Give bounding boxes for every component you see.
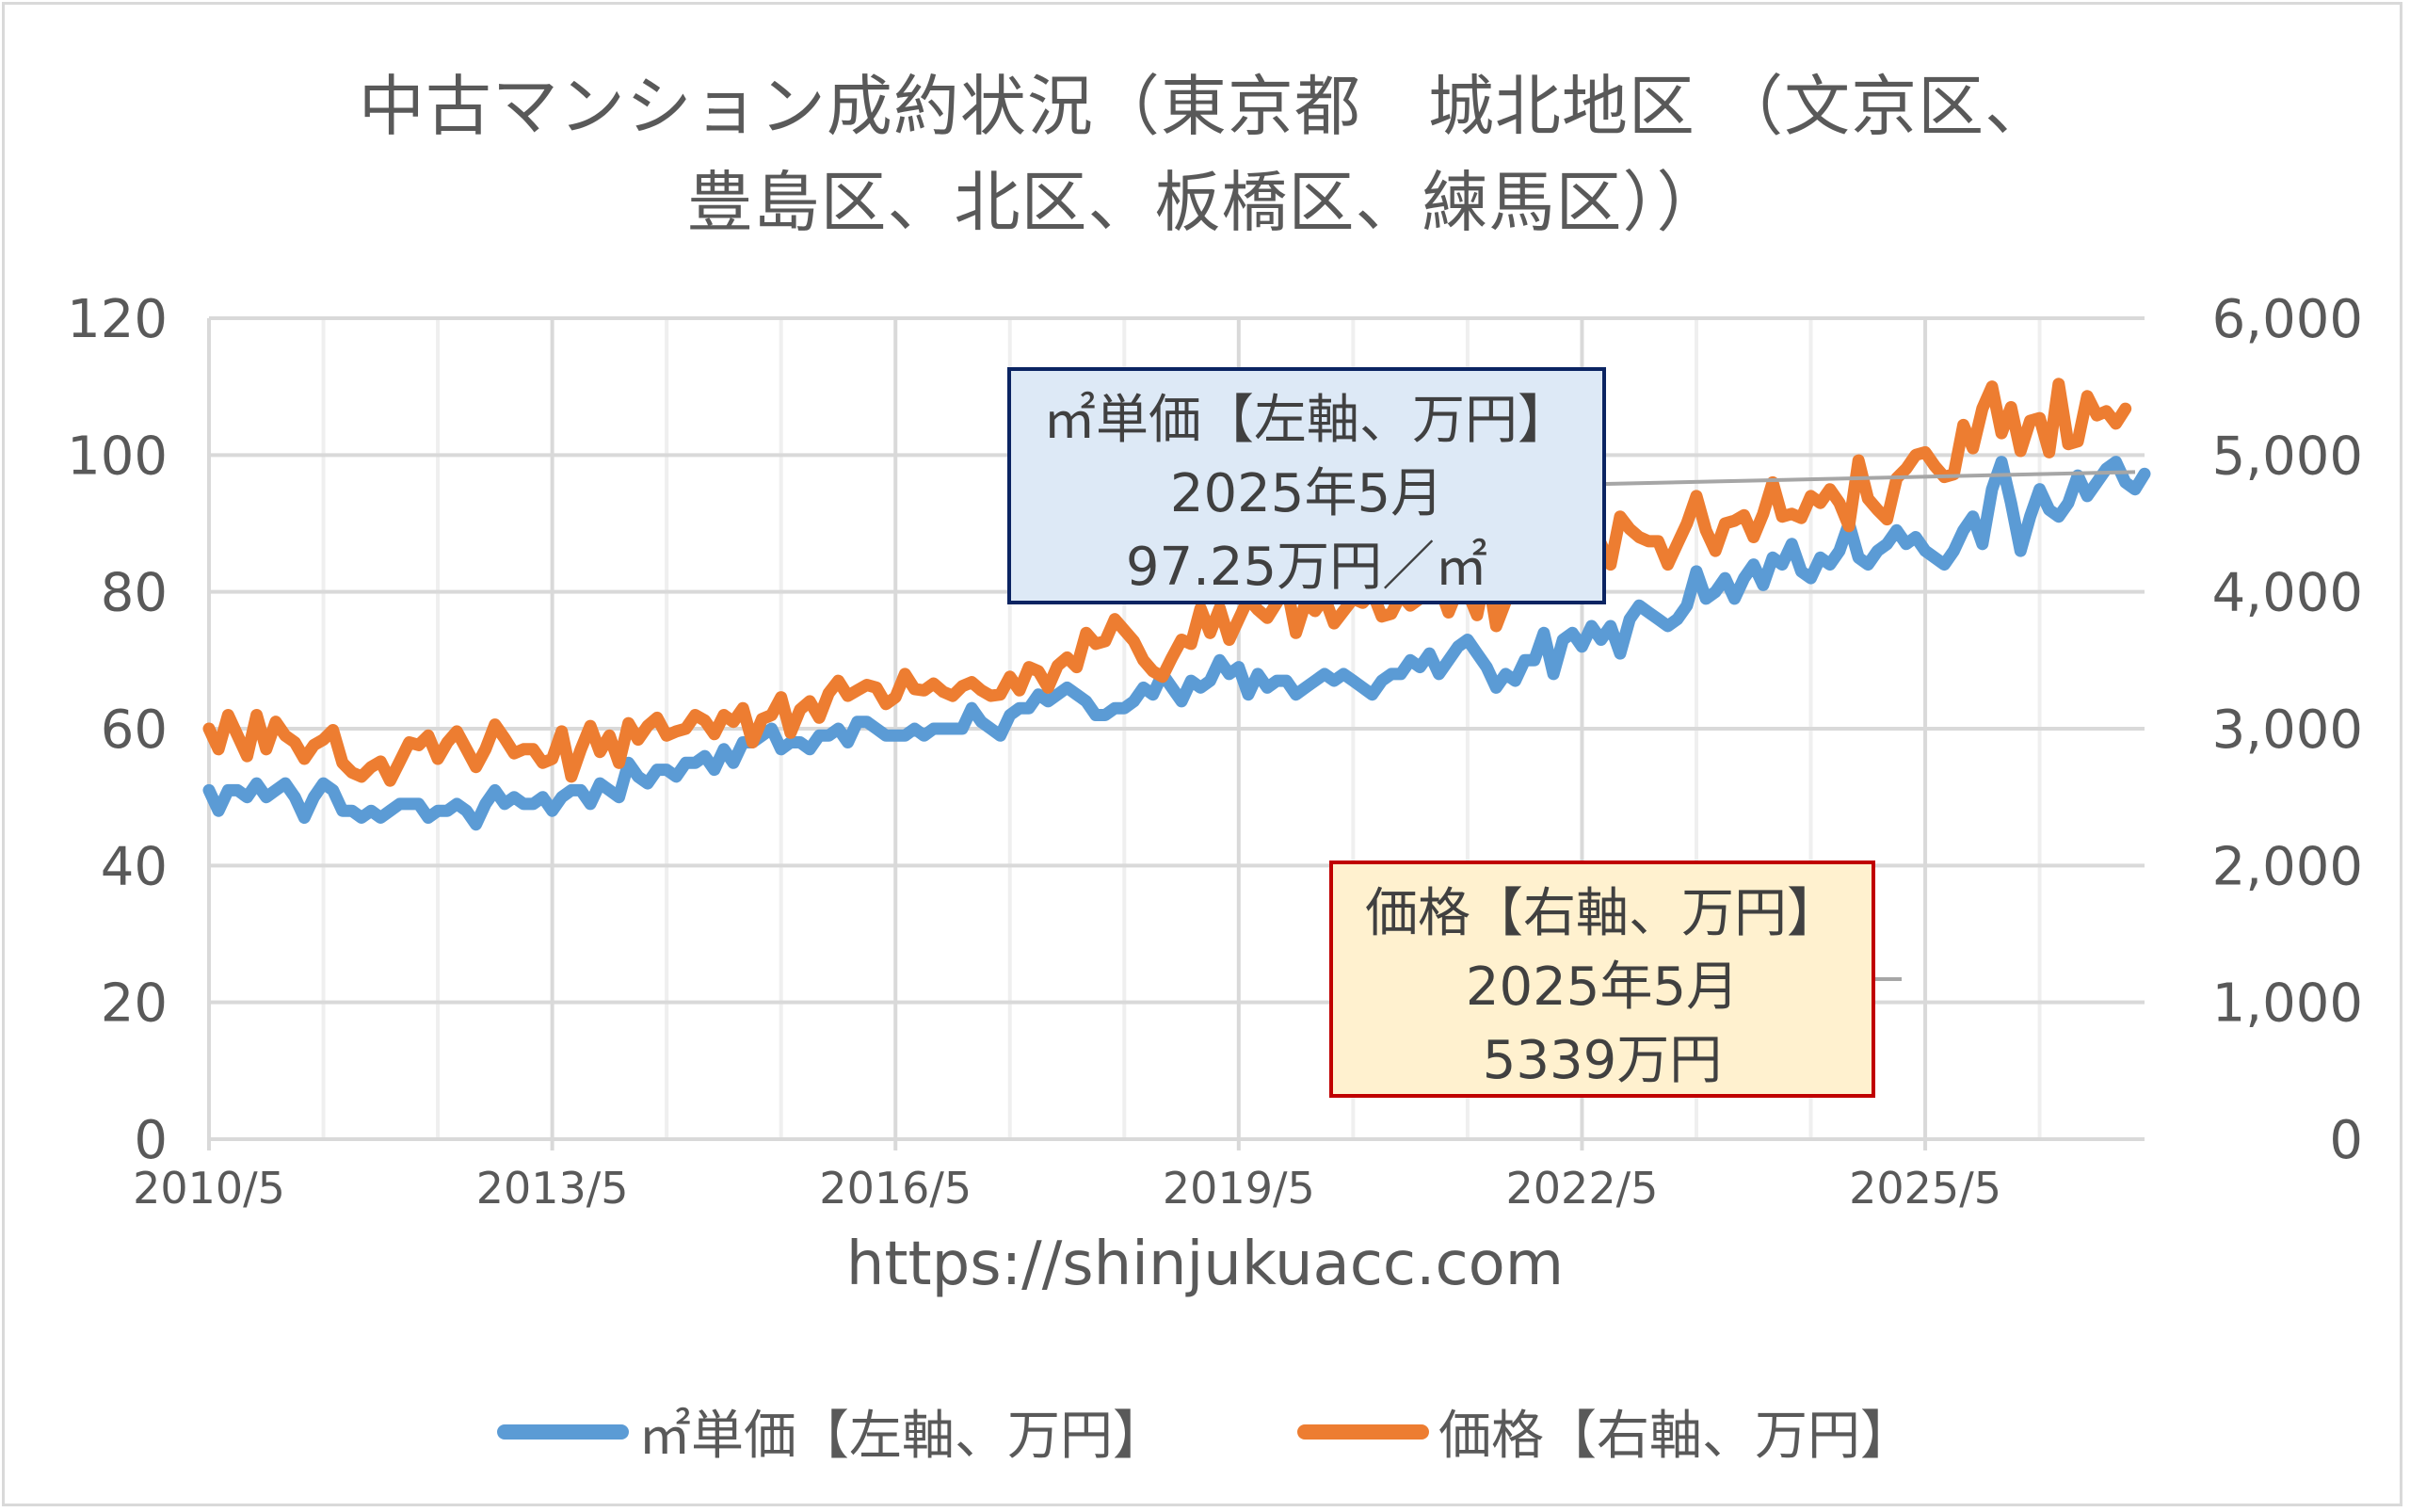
leader-line-unit-price <box>1605 470 2136 486</box>
legend: ㎡単価【左軸、万円】 価格【右軸、万円】 <box>0 1393 2410 1470</box>
chart-title: 中古マンション成約状況（東京都 城北地区 （文京区、 豊島区、北区、板橋区、練馬… <box>0 58 2410 250</box>
y-left-tick-label: 20 <box>101 973 168 1035</box>
callout-price-date: 2025年5月 <box>1465 957 1740 1018</box>
series-line-price <box>202 378 2132 787</box>
y-left-tick-label: 60 <box>101 700 168 761</box>
x-tick-label: 2013/5 <box>476 1163 629 1214</box>
chart-title-line1: 中古マンション成約状況（東京都 城北地区 （文京区、 <box>358 68 2052 145</box>
x-tick-label: 2010/5 <box>133 1163 285 1214</box>
x-axis: 2010/5 2013/5 2016/5 2019/5 2022/5 2025/5 <box>133 1163 2001 1214</box>
x-tick-label: 2019/5 <box>1163 1163 1315 1214</box>
y-left-tick-label: 0 <box>134 1110 168 1171</box>
source-url: https://shinjukuacc.com <box>845 1230 1565 1299</box>
callout-unit-price-label: ㎡単価【左軸、万円】 <box>1043 390 1570 451</box>
x-tick-label: 2016/5 <box>819 1163 972 1214</box>
callout-price-label: 価格【右軸、万円】 <box>1365 883 1840 944</box>
callout-price-value: 5339万円 <box>1482 1030 1723 1091</box>
legend-swatch-unit-price <box>497 1424 629 1440</box>
callout-price: 価格【右軸、万円】 2025年5月 5339万円 <box>1329 861 1875 1098</box>
x-tick-label: 2022/5 <box>1506 1163 1659 1214</box>
legend-item-price[interactable]: 価格【右軸、万円】 <box>1297 1393 1913 1470</box>
y-right-tick-label: 0 <box>2329 1110 2363 1171</box>
y-right-tick-label: 2,000 <box>2212 836 2363 897</box>
y-right-tick-label: 6,000 <box>2212 289 2363 350</box>
y-axis-left: 0 20 40 60 80 100 120 <box>67 289 168 1171</box>
series-line-unit-price <box>202 456 2151 831</box>
legend-label-unit-price: ㎡単価【左軸、万円】 <box>638 1406 1165 1467</box>
y-left-tick-label: 100 <box>67 426 168 487</box>
y-left-tick-label: 40 <box>101 836 168 897</box>
y-right-tick-label: 5,000 <box>2212 426 2363 487</box>
callout-leader-lines <box>1605 470 2136 981</box>
x-tick-label: 2025/5 <box>1849 1163 2001 1214</box>
y-right-tick-label: 4,000 <box>2212 563 2363 624</box>
y-axis-right: 0 1,000 2,000 3,000 4,000 5,000 6,000 <box>2212 289 2363 1171</box>
legend-swatch-price <box>1297 1424 1429 1440</box>
chart-title-line2: 豊島区、北区、板橋区、練馬区）） <box>686 164 1724 241</box>
y-left-tick-label: 80 <box>101 563 168 624</box>
legend-item-unit-price[interactable]: ㎡単価【左軸、万円】 <box>497 1393 1165 1470</box>
callout-unit-price: ㎡単価【左軸、万円】 2025年5月 97.25万円／㎡ <box>1007 367 1606 604</box>
callout-unit-price-date: 2025年5月 <box>1169 463 1444 524</box>
y-right-tick-label: 1,000 <box>2212 973 2363 1035</box>
y-right-tick-label: 3,000 <box>2212 700 2363 761</box>
legend-label-price: 価格【右軸、万円】 <box>1438 1406 1913 1467</box>
callout-unit-price-value: 97.25万円／㎡ <box>1125 537 1488 598</box>
series-lines <box>202 378 2151 831</box>
y-left-tick-label: 120 <box>67 289 168 350</box>
